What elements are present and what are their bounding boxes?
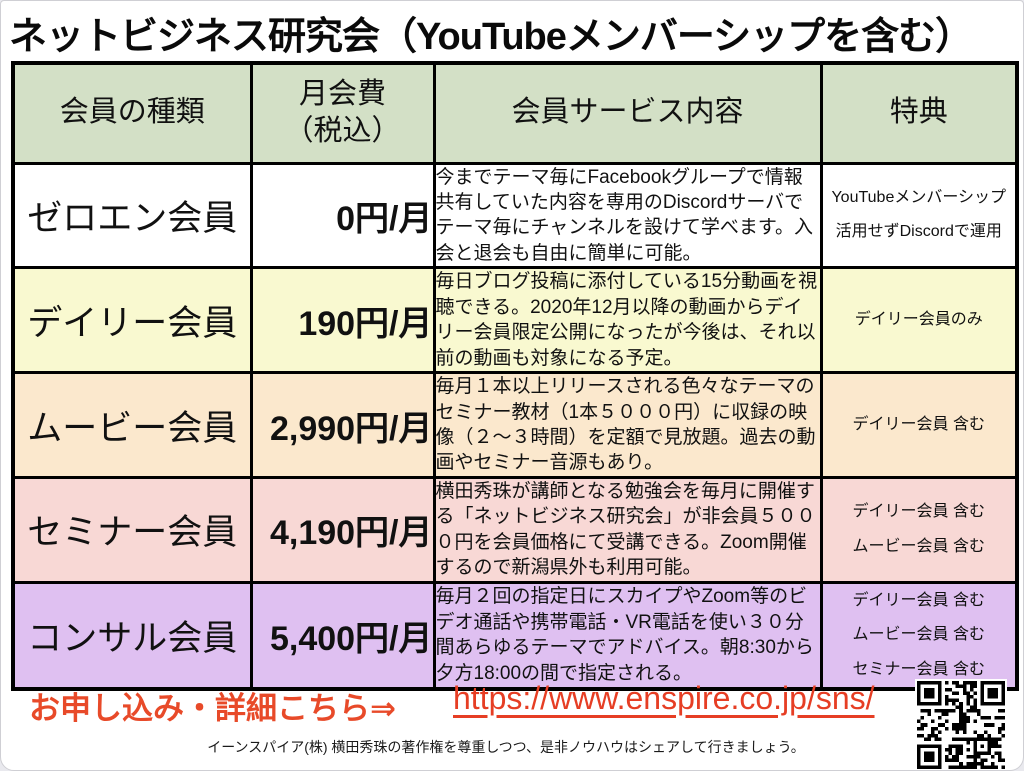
- col-header-member-type: 会員の種類: [11, 61, 253, 165]
- table-row-seminar: セミナー会員 4,190円/月 横田秀珠が講師となる勉強会を毎月に開催する「ネッ…: [11, 475, 1019, 584]
- qr-code-icon: [915, 679, 1007, 770]
- table-row-daily: デイリー会員 190円/月 毎日ブログ投稿に添付している15分動画を視聴できる。…: [11, 266, 1019, 375]
- benefit-cell: デイリー会員 含む ムービー会員 含む セミナー会員 含む: [819, 580, 1019, 691]
- price-cell: 5,400円/月: [249, 580, 436, 691]
- page-title: ネットビジネス研究会（YouTubeメンバーシップを含む）: [9, 16, 973, 58]
- benefit-cell: デイリー会員 含む: [819, 371, 1019, 479]
- price-cell: 4,190円/月: [249, 475, 436, 584]
- price-cell: 190円/月: [249, 266, 436, 375]
- benefit-cell: デイリー会員 含む ムービー会員 含む: [819, 475, 1019, 584]
- member-type-cell: ゼロエン会員: [11, 161, 253, 270]
- member-type-cell: セミナー会員: [11, 475, 253, 584]
- copyright-note: イーンスパイア(株) 横田秀珠の著作権を尊重しつつ、是非ノウハウはシェアして行き…: [207, 739, 805, 755]
- service-cell: 今までテーマ毎にFacebookグループで情報共有していた内容を専用のDisco…: [432, 161, 823, 270]
- price-cell: 2,990円/月: [249, 371, 436, 479]
- col-header-benefit: 特典: [819, 61, 1019, 165]
- cta-label: お申し込み・詳細こちら⇒: [29, 691, 396, 726]
- service-cell: 毎月２回の指定日にスカイプやZoom等のビデオ通話や携帯電話・VR電話を使い３０…: [432, 580, 823, 691]
- service-cell: 毎日ブログ投稿に添付している15分動画を視聴できる。2020年12月以降の動画か…: [432, 266, 823, 375]
- table-row-consul: コンサル会員 5,400円/月 毎月２回の指定日にスカイプやZoom等のビデオ通…: [11, 580, 1019, 691]
- header-row: 会員の種類 月会費 （税込） 会員サービス内容 特典: [11, 61, 1019, 165]
- benefit-cell: デイリー会員のみ: [819, 266, 1019, 375]
- member-type-cell: ムービー会員: [11, 371, 253, 479]
- service-cell: 横田秀珠が講師となる勉強会を毎月に開催する「ネットビジネス研究会」が非会員５００…: [432, 475, 823, 584]
- member-type-cell: デイリー会員: [11, 266, 253, 375]
- membership-table: 会員の種類 月会費 （税込） 会員サービス内容 特典 ゼロエン会員 0円/月 今…: [11, 61, 1019, 691]
- col-header-monthly-fee: 月会費 （税込）: [249, 61, 436, 165]
- signup-url-link[interactable]: https://www.enspire.co.jp/sns/: [453, 680, 875, 716]
- col-header-service: 会員サービス内容: [432, 61, 823, 165]
- price-cell: 0円/月: [249, 161, 436, 270]
- benefit-cell: YouTubeメンバーシップ 活用せずDiscordで運用: [819, 161, 1019, 270]
- table-row-movie: ムービー会員 2,990円/月 毎月１本以上リリースされる色々なテーマのセミナー…: [11, 371, 1019, 479]
- table-row-zeroen: ゼロエン会員 0円/月 今までテーマ毎にFacebookグループで情報共有してい…: [11, 161, 1019, 270]
- member-type-cell: コンサル会員: [11, 580, 253, 691]
- service-cell: 毎月１本以上リリースされる色々なテーマのセミナー教材（1本５０００円）に収録の映…: [432, 371, 823, 479]
